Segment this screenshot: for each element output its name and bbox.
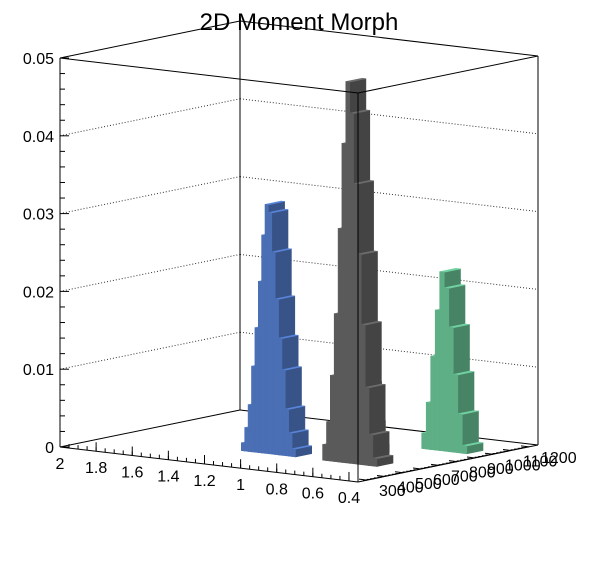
bar xyxy=(241,442,245,452)
z-tick-label: 0 xyxy=(45,440,54,457)
bar xyxy=(278,337,283,456)
y-tick-label: 300 xyxy=(379,483,406,500)
bar xyxy=(349,112,354,465)
y-tick-label: 600 xyxy=(433,472,460,489)
bar xyxy=(288,432,293,457)
bar xyxy=(268,212,273,455)
x-tick-label: 1.8 xyxy=(85,460,107,477)
bar xyxy=(452,374,459,454)
z-tick-label: 0.04 xyxy=(23,129,54,146)
z-tick-label: 0.03 xyxy=(23,207,54,224)
bar xyxy=(425,401,432,450)
bar xyxy=(421,432,427,450)
bar xyxy=(461,445,468,455)
frame-edge xyxy=(239,20,539,57)
bar xyxy=(251,365,256,453)
histogram-bars xyxy=(241,77,484,467)
bar xyxy=(341,143,347,464)
x-tick-label: 1 xyxy=(236,477,245,494)
chart-title: 2D Moment Morph xyxy=(200,9,399,36)
grid-line xyxy=(59,331,241,370)
x-tick-label: 0.8 xyxy=(266,481,288,498)
y-tick-label: 400 xyxy=(397,479,424,496)
x-tick-label: 1.6 xyxy=(121,464,143,481)
bar xyxy=(345,81,351,464)
bar xyxy=(353,183,358,465)
bar xyxy=(372,457,378,467)
x-axis: 0.4 0.6 0.8 1 1.2 1.4 1.6 1.8 2 xyxy=(56,438,360,507)
y-tick-label: 500 xyxy=(415,476,442,493)
series-group xyxy=(421,267,484,455)
z-tick-label: 0.05 xyxy=(23,51,54,68)
bar xyxy=(291,448,296,458)
frame-edge xyxy=(59,20,241,59)
grid-line xyxy=(59,253,241,292)
x-tick-label: 0.4 xyxy=(338,490,360,507)
grid-line xyxy=(59,176,241,215)
x-tick-label: 0.6 xyxy=(302,486,324,503)
y-tick-label: 1200 xyxy=(541,450,577,467)
bar xyxy=(257,281,262,454)
y-tick-label: 900 xyxy=(487,461,514,478)
bar xyxy=(281,369,286,457)
x-tick-label: 2 xyxy=(56,456,65,473)
z-tick-label: 0.01 xyxy=(23,362,54,379)
x-tick-label: 1.2 xyxy=(193,473,215,490)
frame-edge xyxy=(59,57,359,94)
z-axis: 0 0.01 0.02 0.03 0.04 0.05 xyxy=(23,51,69,457)
bar xyxy=(284,408,290,457)
series-group xyxy=(322,77,394,467)
bar xyxy=(448,326,454,453)
bar xyxy=(247,404,252,453)
grid-line xyxy=(239,176,539,213)
bar xyxy=(457,413,463,454)
bar xyxy=(430,355,436,451)
bar xyxy=(368,434,374,467)
bar xyxy=(322,444,327,461)
bar xyxy=(274,298,279,456)
bar xyxy=(329,375,335,462)
y-tick-label: 800 xyxy=(469,465,496,482)
bar xyxy=(434,309,441,451)
z-tick-label: 0.02 xyxy=(23,284,54,301)
grid-line xyxy=(239,98,539,135)
grid-line xyxy=(239,253,539,290)
bar xyxy=(244,427,249,452)
bar xyxy=(443,287,450,453)
frame-edge xyxy=(357,55,539,94)
bar xyxy=(333,313,339,463)
y-tick-label: 1100 xyxy=(523,454,558,471)
bar xyxy=(439,271,445,452)
frame-edge xyxy=(59,446,359,483)
x-tick-label: 1.4 xyxy=(157,469,179,486)
bar xyxy=(360,324,366,466)
y-tick-label: 1000 xyxy=(505,457,541,474)
bar xyxy=(254,327,259,453)
bar xyxy=(337,228,343,463)
grid-line xyxy=(59,98,241,137)
grid-line xyxy=(239,331,539,368)
back-grid xyxy=(59,98,539,370)
bar xyxy=(326,421,331,462)
bar xyxy=(271,251,276,455)
frame-edge xyxy=(59,409,241,448)
bar xyxy=(264,204,269,455)
bar xyxy=(364,386,370,466)
series-group xyxy=(241,200,313,458)
bar xyxy=(261,234,266,454)
y-tick-label: 700 xyxy=(451,468,478,485)
